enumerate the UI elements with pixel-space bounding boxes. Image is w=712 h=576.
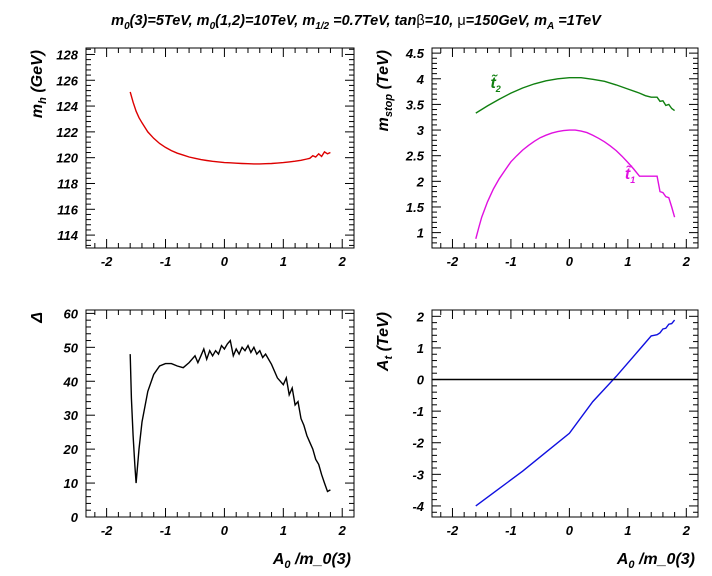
- x-tick-label: -1: [505, 523, 517, 538]
- y-tick-label: 0: [417, 373, 425, 388]
- x-tick-label: 1: [624, 254, 631, 269]
- y-axis-label: mh (GeV): [29, 50, 49, 118]
- y-tick-label: 3: [417, 123, 425, 138]
- y-tick-label: 4.5: [405, 46, 425, 61]
- y-tick-label: 118: [57, 176, 78, 191]
- series-label: t̃2: [490, 73, 500, 94]
- title-part: 0: [124, 21, 130, 32]
- title-part: β: [416, 13, 424, 29]
- x-axis-label: A0 /m_0(3): [616, 551, 695, 571]
- y-tick-label: 128: [56, 47, 78, 62]
- panel-At: -2 -1 0 1 2 -4 -3 -2 -1 0 1 2 At (TeV) A0 /m_0(3): [375, 309, 699, 571]
- y-tick-label: 30: [64, 408, 79, 423]
- y-tick-label: 124: [56, 99, 78, 114]
- y-axis-label: At (TeV): [375, 312, 395, 372]
- y-tick-label: 10: [64, 476, 79, 491]
- y-tick-label: -3: [412, 467, 424, 482]
- y-tick-label: -1: [412, 404, 424, 419]
- svg-text:At (TeV): At (TeV): [375, 312, 395, 372]
- panel-mstop: -2 -1 0 1 2 1 1.5 2 2.5 3 3.5 4 4.5 mstop (TeV) t̃2 t̃1: [375, 46, 699, 269]
- y-tick-label: 116: [57, 202, 78, 217]
- title-part: m: [111, 13, 124, 29]
- y-tick-label: 114: [57, 228, 78, 243]
- plot-frame: [431, 309, 699, 518]
- x-tick-label: -1: [505, 254, 517, 269]
- y-tick-label: -2: [412, 436, 424, 451]
- y-tick-label: 2: [416, 174, 425, 189]
- y-tick-label: 0: [71, 510, 79, 525]
- series-label: t̃1: [625, 163, 635, 184]
- title-part: =1TeV: [554, 13, 602, 29]
- y-tick-label: 122: [56, 125, 78, 140]
- y-tick-label: 2.5: [405, 149, 425, 164]
- title-part: =10,: [425, 13, 458, 29]
- x-tick-label: 2: [682, 523, 691, 538]
- x-tick-label: 0: [221, 254, 229, 269]
- x-tick-label: 1: [280, 254, 287, 269]
- svg-text:mstop (TeV): mstop (TeV): [375, 50, 395, 131]
- x-tick-label: -2: [101, 523, 113, 538]
- y-tick-label: 40: [63, 374, 79, 389]
- y-tick-label: 1: [417, 226, 424, 241]
- x-tick-label: -2: [101, 254, 113, 269]
- panel-mh: -2 -1 0 1 2 114 116 118 120 122 124 126 128 mh (GeV): [29, 47, 355, 269]
- x-tick-label: 0: [566, 254, 574, 269]
- title-part: (3)=5TeV, m: [130, 13, 210, 29]
- y-tick-label: 126: [56, 73, 78, 88]
- title-part: =150GeV, m: [466, 13, 547, 29]
- y-tick-label: 1.5: [406, 200, 425, 215]
- y-tick-label: 4: [416, 72, 425, 87]
- figure-title: m0(3)=5TeV, m0(1,2)=10TeV, m1/2 =0.7TeV,…: [111, 13, 602, 32]
- title-part: μ: [457, 13, 465, 29]
- plot-frame: [85, 47, 355, 249]
- y-tick-label: 50: [64, 340, 79, 355]
- y-tick-label: 60: [64, 306, 79, 321]
- plot-frame: [431, 47, 699, 249]
- x-tick-label: 0: [566, 523, 574, 538]
- x-tick-label: 2: [338, 523, 347, 538]
- x-tick-label: 1: [280, 523, 287, 538]
- x-tick-label: 2: [682, 254, 691, 269]
- title-part: A: [546, 21, 554, 32]
- x-tick-label: -1: [160, 254, 172, 269]
- series-line: [475, 129, 676, 239]
- y-axis-label: mstop (TeV): [375, 50, 395, 131]
- x-axis-label: A0 /m_0(3): [272, 551, 351, 571]
- x-tick-label: -2: [447, 523, 459, 538]
- title-part: 1/2: [315, 21, 329, 32]
- x-tick-label: 1: [624, 523, 631, 538]
- series-line: [129, 338, 331, 493]
- series-line: [475, 319, 676, 507]
- y-axis-label: Δ: [29, 312, 46, 324]
- series-line: [475, 77, 676, 114]
- plot-frame: [85, 309, 355, 518]
- title-part: (1,2)=10TeV, m: [215, 13, 315, 29]
- y-tick-label: 20: [63, 442, 79, 457]
- title-part: =0.7TeV, tan: [329, 13, 416, 29]
- y-tick-label: -4: [412, 499, 424, 514]
- y-tick-label: 3.5: [406, 97, 425, 112]
- svg-text:Δ: Δ: [29, 312, 46, 324]
- series-line: [129, 91, 331, 165]
- y-tick-label: 1: [417, 341, 424, 356]
- y-tick-label: 2: [416, 309, 425, 324]
- title-part: 0: [210, 21, 216, 32]
- x-tick-label: 2: [338, 254, 347, 269]
- x-tick-label: 0: [221, 523, 229, 538]
- x-tick-label: -2: [447, 254, 459, 269]
- x-tick-label: -1: [160, 523, 172, 538]
- y-tick-label: 120: [56, 151, 78, 166]
- svg-text:mh (GeV): mh (GeV): [29, 50, 49, 118]
